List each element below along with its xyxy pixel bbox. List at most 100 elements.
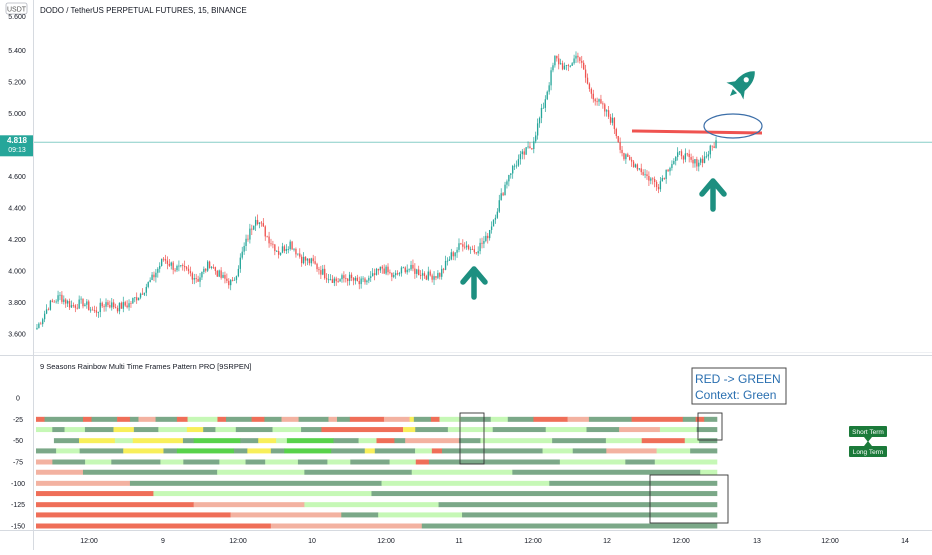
rainbow-segment [441, 448, 543, 454]
candle [456, 249, 458, 253]
candle [91, 309, 94, 311]
rainbow-segment [155, 416, 178, 422]
rainbow-segment [327, 459, 351, 465]
indicator-title[interactable]: 9 Seasons Rainbow Multi Time Frames Patt… [40, 362, 251, 371]
candle [665, 169, 667, 179]
candle [224, 274, 226, 279]
candle [297, 253, 299, 255]
candle [185, 267, 188, 269]
rainbow-segment [36, 491, 154, 497]
candle [563, 65, 566, 70]
rainbow-segment [421, 523, 718, 529]
annotation-box[interactable] [691, 367, 787, 405]
candle [247, 238, 249, 240]
candle [404, 267, 406, 273]
rainbow-segment [245, 459, 266, 465]
candle [132, 298, 134, 304]
focus-box-1 [459, 412, 485, 465]
time-tick-label: 12:00 [80, 538, 98, 545]
candle [483, 240, 485, 244]
rainbow-segment [56, 448, 80, 454]
rainbow-segment [480, 438, 553, 444]
rainbow-segment [552, 438, 607, 444]
candle [581, 60, 583, 63]
candle [646, 174, 648, 176]
rainbow-segment [186, 427, 204, 433]
candle [289, 241, 291, 250]
candle [396, 273, 399, 275]
candle [42, 319, 44, 325]
rainbow-segment [270, 523, 423, 529]
candle [642, 172, 644, 175]
candle [575, 55, 577, 59]
candle [350, 274, 353, 278]
candle [174, 269, 176, 271]
rainbow-segment [36, 469, 84, 475]
breakout-oval[interactable] [703, 113, 763, 139]
rainbow-segment [36, 459, 53, 465]
candle [126, 305, 128, 308]
legend-connector-2 [864, 441, 872, 446]
candle [698, 162, 700, 167]
rainbow-segment [542, 448, 574, 454]
candle [76, 307, 78, 309]
symbol-title[interactable]: DODO / TetherUS PERPETUAL FUTURES, 15, B… [40, 6, 247, 15]
rainbow-segment [606, 448, 657, 454]
candle [237, 268, 240, 277]
rainbow-segment [281, 416, 299, 422]
oscillator-tick-label: -75 [13, 460, 23, 467]
candle [527, 146, 529, 148]
up-arrow-icon [699, 178, 727, 212]
time-tick-label: 12:00 [524, 538, 542, 545]
rainbow-segment [458, 438, 481, 444]
candle [370, 276, 372, 278]
candle [667, 169, 669, 172]
rainbow-segment [193, 502, 305, 508]
rainbow-segment [545, 427, 587, 433]
candle [343, 275, 345, 279]
time-tick-label: 12:00 [377, 538, 395, 545]
candle [452, 252, 454, 257]
candle [59, 294, 61, 296]
rainbow-segment [415, 448, 433, 454]
candle [212, 266, 215, 268]
rainbow-segment [36, 480, 131, 486]
legend-short-term[interactable] [849, 426, 887, 437]
rainbow-segment [682, 416, 696, 422]
candle [701, 158, 704, 163]
oscillator-tick-label: -125 [11, 502, 25, 509]
resistance-line[interactable] [631, 129, 763, 135]
legend-long-term[interactable] [849, 446, 887, 457]
candle [120, 302, 123, 309]
oscillator-axis[interactable]: 0 -25 -50 -75 -100 -125 -150 [11, 396, 25, 531]
rainbow-segment [430, 416, 440, 422]
candle [348, 274, 351, 282]
time-tick-label: 14 [901, 538, 909, 545]
candle [157, 268, 159, 273]
rainbow-segment [91, 416, 118, 422]
rainbow-segment [654, 459, 718, 465]
rainbow-segment [625, 459, 656, 465]
focus-box-3 [649, 474, 729, 524]
candle [395, 273, 397, 276]
candle [137, 297, 140, 301]
candle [525, 147, 527, 155]
candle [99, 302, 101, 313]
rainbow-segment [158, 427, 188, 433]
candle [441, 268, 443, 277]
price-axis[interactable]: 3.6003.8004.0004.2004.4004.6004.8005.000… [8, 48, 26, 339]
oscillator-tick-label: -100 [11, 481, 25, 488]
candle [389, 272, 391, 273]
candle [53, 301, 55, 303]
candle [260, 222, 263, 224]
candle [435, 276, 437, 278]
time-axis[interactable]: 12:00 9 12:00 10 12:00 11 12:00 12 12:00 13 12:00 1… [80, 538, 909, 545]
candle [650, 178, 652, 181]
candle [264, 226, 266, 237]
rainbow-segment [349, 416, 385, 422]
candle [373, 273, 376, 275]
candle [506, 181, 508, 185]
candle [155, 272, 157, 278]
candle [201, 272, 203, 278]
